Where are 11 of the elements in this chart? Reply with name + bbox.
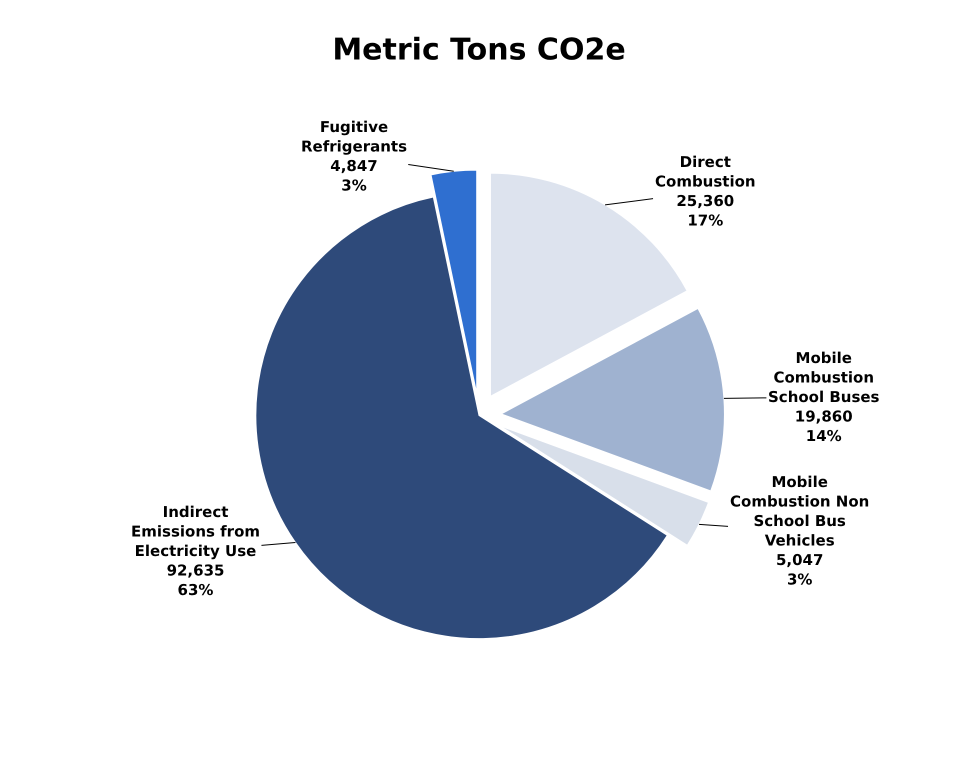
data-label: 19,860 14%	[794, 408, 853, 445]
data-label: 25,360 17%	[676, 192, 734, 230]
slice-label: Mobile Combustion Non School Bus Vehicles	[730, 473, 870, 550]
slice-label: Indirect Emissions from Electricity Use	[131, 503, 260, 560]
data-label: 5,047 3%	[776, 551, 824, 588]
chart-title: Metric Tons CO2e	[332, 32, 626, 68]
data-label: 92,635 63%	[166, 562, 224, 599]
slice-label: Fugitive Refrigerants	[301, 118, 408, 156]
slice-label: Mobile Combustion School Buses	[768, 349, 880, 406]
slice-label: Direct Combustion	[655, 153, 756, 190]
data-label: 4,847 3%	[330, 157, 378, 194]
